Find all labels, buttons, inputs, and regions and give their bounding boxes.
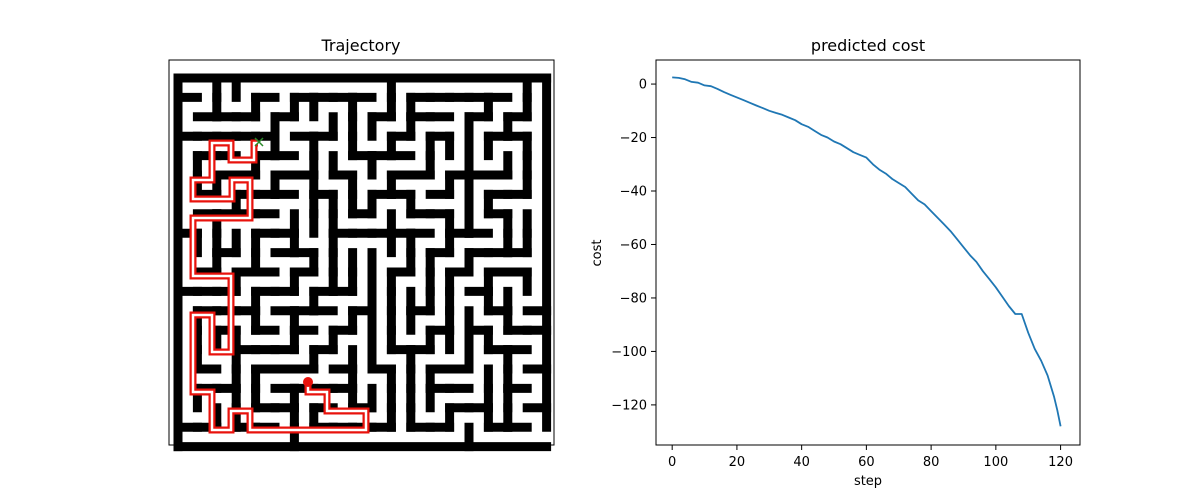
cost-chart-title: predicted cost (811, 36, 925, 55)
y-axis-ticks: 0 −20 −40 −60 −80 −100 −120 (611, 78, 656, 413)
y-tick-label: −20 (620, 131, 647, 146)
maze-title: Trajectory (321, 36, 401, 55)
y-tick-label: −100 (611, 345, 647, 360)
agent-marker (303, 377, 313, 387)
cost-panel: predicted cost 0 −20 −40 −60 −80 −100 −120 0 20… (590, 36, 1081, 489)
maze-walls (173, 73, 552, 452)
x-tick-label: 100 (983, 455, 1008, 470)
maze-panel: Trajectory (168, 36, 555, 452)
x-tick-label: 20 (729, 455, 746, 470)
plot-area (656, 60, 1080, 445)
y-tick-label: −60 (620, 238, 647, 253)
x-axis-label: step (854, 474, 882, 489)
y-axis-label: cost (590, 240, 605, 267)
x-tick-label: 60 (858, 455, 875, 470)
y-tick-label: −80 (620, 291, 647, 306)
x-axis-ticks: 0 20 40 60 80 100 120 (668, 445, 1073, 470)
series-group (672, 76, 1062, 427)
x-tick-label: 80 (923, 455, 940, 470)
x-tick-label: 40 (793, 455, 810, 470)
trajectory-line-inner (191, 141, 368, 432)
cost-series-line (672, 76, 1062, 427)
trajectory-path (189, 139, 370, 434)
maze-markers (254, 137, 313, 387)
plot-frame (655, 59, 1081, 446)
y-tick-label: −120 (611, 398, 647, 413)
y-tick-label: −40 (620, 185, 647, 200)
x-tick-label: 120 (1048, 455, 1073, 470)
goal-marker-x (254, 137, 264, 147)
x-tick-label: 0 (668, 455, 676, 470)
maze-frame (168, 59, 555, 446)
y-tick-label: 0 (639, 78, 647, 93)
